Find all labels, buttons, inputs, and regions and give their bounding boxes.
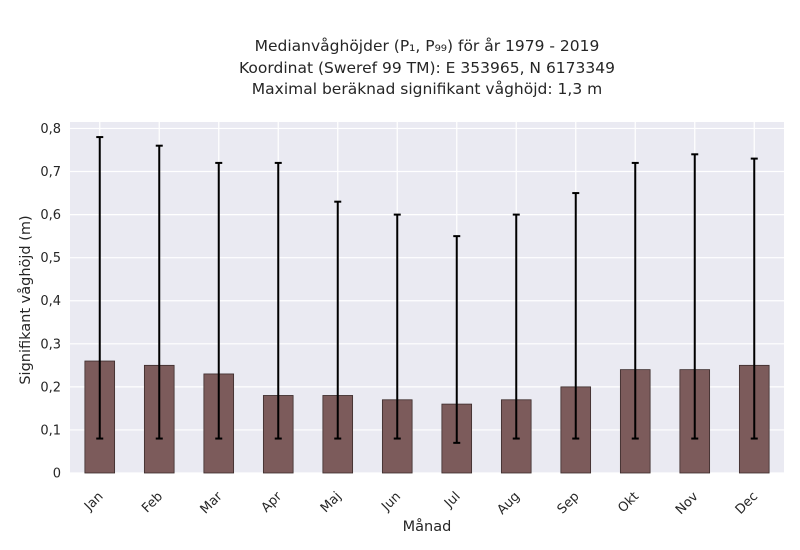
y-tick-label: 0,2 xyxy=(40,380,61,395)
y-tick-label: 0,5 xyxy=(40,251,61,266)
chart-title-line-3: Maximal beräknad signifikant våghöjd: 1,… xyxy=(251,80,603,98)
x-tick-label-dec: Dec xyxy=(733,489,761,517)
x-axis-label: Månad xyxy=(403,518,452,535)
x-tick-label-okt: Okt xyxy=(615,489,642,516)
x-tick-label-aug: Aug xyxy=(495,489,524,518)
x-tick-label-jul: Jul xyxy=(441,489,463,511)
y-tick-label: 0,8 xyxy=(40,122,61,137)
y-tick-label: 0,1 xyxy=(40,423,61,438)
error-bars xyxy=(96,136,758,444)
y-tick-label: 0,3 xyxy=(40,337,61,352)
x-tick-label-sep: Sep xyxy=(555,489,583,517)
x-tick-labels: Jan Feb Mar Apr Maj Jun Jul Aug Sep Okt Nov Dec xyxy=(81,489,761,518)
y-axis-label: Signifikant våghöjd (m) xyxy=(17,215,34,384)
y-tick-label: 0,7 xyxy=(40,165,61,180)
x-tick-label-apr: Apr xyxy=(259,489,286,516)
y-tick-label: 0,6 xyxy=(40,208,61,223)
x-tick-label-jan: Jan xyxy=(81,489,106,514)
chart-title-line-2: Koordinat (Sweref 99 TM): E 353965, N 61… xyxy=(239,59,615,77)
x-tick-label-mar: Mar xyxy=(198,489,226,517)
y-tick-label: 0,4 xyxy=(40,294,61,309)
plot-area xyxy=(70,122,784,473)
x-tick-label-nov: Nov xyxy=(673,489,702,518)
x-tick-label-jun: Jun xyxy=(378,489,404,515)
x-tick-label-maj: Maj xyxy=(318,489,345,516)
y-tick-label: 0 xyxy=(53,467,61,482)
y-tick-labels: 0 0,1 0,2 0,3 0,4 0,5 0,6 0,7 0,8 xyxy=(40,122,61,482)
x-tick-label-feb: Feb xyxy=(139,489,166,516)
chart-title-line-1: Medianvåghöjder (P₁, P₉₉) för år 1979 - … xyxy=(254,37,600,55)
